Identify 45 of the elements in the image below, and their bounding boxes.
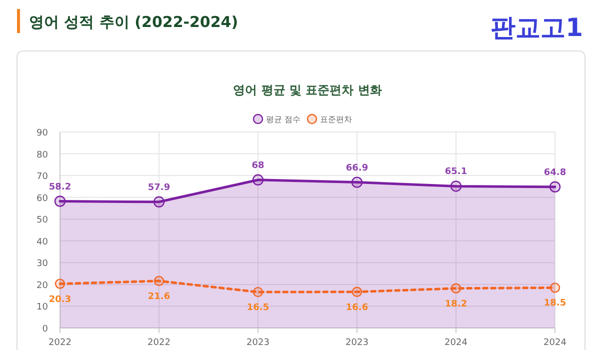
chart-title: 영어 평균 및 표준편차 변화 <box>233 83 382 97</box>
y-tick-label: 90 <box>36 128 48 138</box>
data-label: 57.9 <box>148 182 170 193</box>
x-tick-label: 2022 <box>148 338 170 348</box>
point <box>153 196 165 208</box>
y-tick-label: 80 <box>36 150 48 160</box>
x-tick-label: 2024 <box>544 338 567 348</box>
data-label: 65.1 <box>444 167 468 178</box>
data-label: 58.2 <box>48 182 72 192</box>
point <box>450 283 462 294</box>
point <box>352 286 362 297</box>
data-label: 18.5 <box>544 298 566 309</box>
point <box>550 282 560 293</box>
data-label: 66.9 <box>346 163 368 174</box>
y-tick-label: 20 <box>36 280 48 291</box>
x-tick-label: 2023 <box>246 338 270 348</box>
x-tick-label: 2023 <box>346 338 368 348</box>
x-tick-label: 2022 <box>48 338 72 348</box>
point <box>351 176 363 188</box>
data-label: 68 <box>252 160 264 171</box>
x-tick-label: 2024 <box>444 338 468 348</box>
data-label: 18.2 <box>444 299 468 310</box>
point <box>252 286 264 298</box>
y-tick-label: 40 <box>36 237 48 248</box>
point <box>54 278 66 289</box>
data-label: 64.8 <box>544 168 566 178</box>
y-tick-label: 70 <box>36 172 48 182</box>
point <box>549 181 561 192</box>
point <box>154 276 164 286</box>
y-tick-label: 50 <box>36 216 48 226</box>
data-label: 20.3 <box>48 294 72 305</box>
y-tick-label: 0 <box>42 324 48 334</box>
data-label: 16.5 <box>246 303 270 314</box>
legend-label: 표준편차 <box>320 115 352 124</box>
data-label: 21.6 <box>148 292 170 302</box>
text: 영어 성적 추이 (2022-2024) <box>29 13 238 31</box>
point <box>252 174 264 186</box>
y-tick-label: 10 <box>36 302 48 313</box>
legend-label: 평균 점수 <box>266 115 301 124</box>
point <box>54 196 66 207</box>
text: 판교고1 <box>490 13 583 42</box>
data-label: 16.6 <box>346 302 368 313</box>
y-tick-label: 60 <box>36 194 48 204</box>
y-tick-label: 30 <box>36 259 48 270</box>
point <box>450 180 462 192</box>
